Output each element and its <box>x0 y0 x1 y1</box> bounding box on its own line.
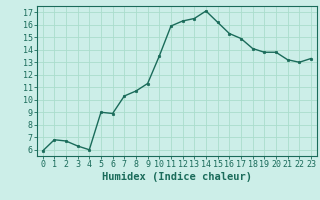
X-axis label: Humidex (Indice chaleur): Humidex (Indice chaleur) <box>102 172 252 182</box>
